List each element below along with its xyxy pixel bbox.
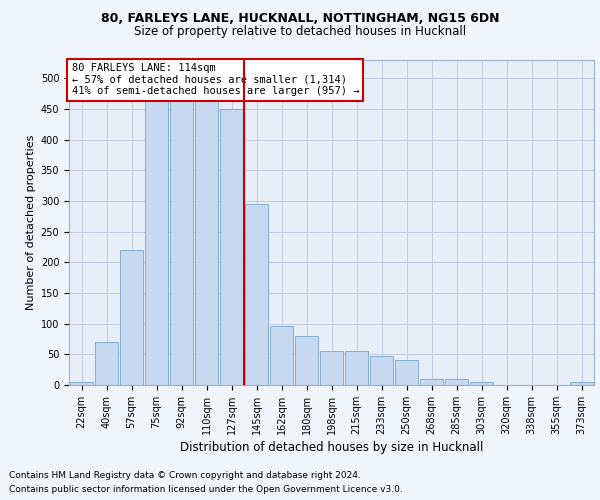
Bar: [95, 342, 118, 385]
Bar: [345, 352, 368, 385]
Bar: [370, 356, 393, 385]
Bar: [570, 382, 593, 385]
Text: 80 FARLEYS LANE: 114sqm
← 57% of detached houses are smaller (1,314)
41% of semi: 80 FARLEYS LANE: 114sqm ← 57% of detache…: [71, 63, 359, 96]
Bar: [195, 90, 218, 385]
Bar: [145, 94, 168, 385]
Bar: [70, 382, 93, 385]
Bar: [295, 336, 318, 385]
Bar: [395, 360, 418, 385]
Bar: [170, 92, 193, 385]
Text: Contains public sector information licensed under the Open Government Licence v3: Contains public sector information licen…: [9, 485, 403, 494]
Bar: [270, 326, 293, 385]
Bar: [420, 379, 443, 385]
X-axis label: Distribution of detached houses by size in Hucknall: Distribution of detached houses by size …: [180, 441, 483, 454]
Text: Contains HM Land Registry data © Crown copyright and database right 2024.: Contains HM Land Registry data © Crown c…: [9, 471, 361, 480]
Y-axis label: Number of detached properties: Number of detached properties: [26, 135, 37, 310]
Text: 80, FARLEYS LANE, HUCKNALL, NOTTINGHAM, NG15 6DN: 80, FARLEYS LANE, HUCKNALL, NOTTINGHAM, …: [101, 12, 499, 26]
Bar: [445, 379, 468, 385]
Bar: [470, 382, 493, 385]
Bar: [320, 352, 343, 385]
Bar: [220, 109, 243, 385]
Bar: [120, 250, 143, 385]
Bar: [245, 204, 268, 385]
Text: Size of property relative to detached houses in Hucknall: Size of property relative to detached ho…: [134, 25, 466, 38]
